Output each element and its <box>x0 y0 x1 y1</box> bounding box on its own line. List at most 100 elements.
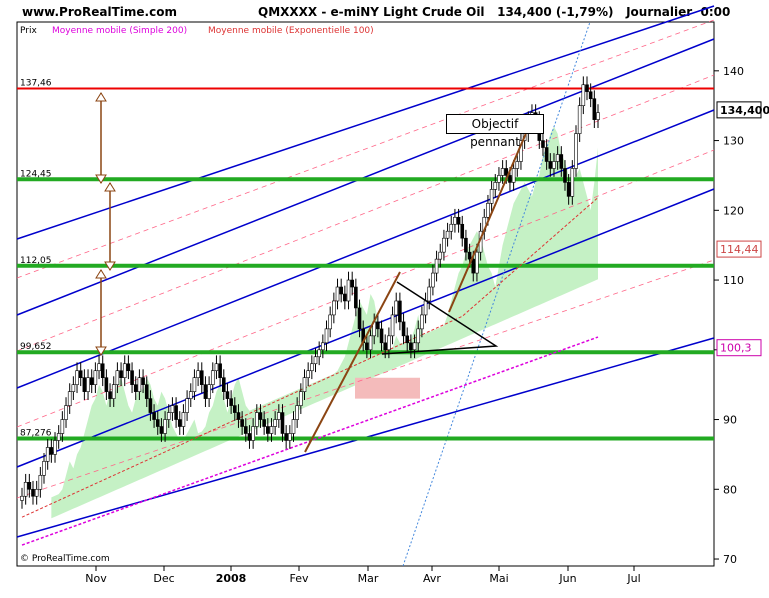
candle-body-4 <box>34 488 39 497</box>
candle-body-41 <box>170 405 175 413</box>
candle-body-12 <box>64 405 68 420</box>
candle-body-92 <box>357 307 362 330</box>
channel-line-2 <box>16 109 715 389</box>
candle-body-14 <box>71 384 76 392</box>
price-badge-label-2: 100,3 <box>720 342 752 355</box>
candle-body-69 <box>273 419 277 427</box>
candle-body-94 <box>365 342 369 351</box>
candle-body-87 <box>339 286 343 295</box>
candle-body-0 <box>20 495 24 501</box>
candle-body-120 <box>460 223 465 239</box>
candle-body-134 <box>511 168 516 183</box>
price-badge-label-1: 114,44 <box>720 243 759 256</box>
instrument-title: QMXXXX - e-miNY Light Crude Oil 134,400 … <box>258 5 730 19</box>
candle-body-127 <box>486 203 490 218</box>
candle-body-40 <box>166 412 171 420</box>
candle-body-156 <box>592 98 597 120</box>
candle-body-119 <box>456 216 461 225</box>
trend-line-0 <box>304 271 401 453</box>
candle-body-66 <box>262 419 266 427</box>
candle-body-44 <box>181 412 186 427</box>
candle-body-62 <box>247 433 252 441</box>
candle-body-116 <box>445 230 450 239</box>
candle-body-43 <box>177 419 182 427</box>
candle-body-136 <box>519 140 523 162</box>
candle-body-58 <box>232 405 237 413</box>
candle-body-72 <box>284 433 288 441</box>
candle-body-71 <box>280 412 285 434</box>
site-title[interactable]: www.ProRealTime.com <box>22 5 177 19</box>
candle-body-103 <box>398 300 402 323</box>
x-tick-label-2: 2008 <box>216 572 247 585</box>
candle-body-114 <box>438 251 443 260</box>
candle-body-5 <box>38 475 43 490</box>
candle-body-124 <box>475 251 479 274</box>
candle-body-32 <box>137 377 142 392</box>
candle-body-85 <box>332 300 336 316</box>
candle-body-80 <box>313 356 318 365</box>
candle-body-74 <box>291 419 296 434</box>
candle-body-37 <box>155 419 160 427</box>
candle-body-49 <box>199 370 204 385</box>
y-tick-label-0: 70 <box>723 553 737 566</box>
candle-body-20 <box>93 370 98 385</box>
candle-body-39 <box>163 419 167 434</box>
candle-body-53 <box>214 363 219 372</box>
watermark-label: © ProRealTime.com <box>20 554 110 564</box>
candle-body-3 <box>31 488 35 497</box>
x-tick-label-0: Nov <box>85 572 107 585</box>
x-tick-label-7: Jun <box>558 572 576 585</box>
candle-body-19 <box>89 377 94 385</box>
candle-body-113 <box>434 258 439 274</box>
price-badge-2 <box>716 339 762 357</box>
candle-body-33 <box>141 377 145 385</box>
ema-100-line <box>21 197 599 518</box>
legend-price: Prix <box>20 26 37 36</box>
symbol-name: QMXXXX - e-miNY Light Crude Oil <box>258 5 485 19</box>
candle-body-30 <box>130 370 134 385</box>
candle-body-142 <box>541 140 545 148</box>
candle-body-22 <box>100 363 105 378</box>
y-tick-label-5: 120 <box>723 204 744 217</box>
channel-line-4 <box>16 5 715 240</box>
candle-body-143 <box>544 147 549 162</box>
candle-body-10 <box>56 433 61 441</box>
price-badge-label-0: 134,400 <box>720 104 769 117</box>
candle-body-31 <box>133 384 138 392</box>
candle-body-54 <box>218 363 222 378</box>
candle-body-38 <box>159 426 164 434</box>
candle-body-52 <box>210 370 215 385</box>
channel-line-1 <box>16 188 715 468</box>
candle-body-76 <box>299 391 303 406</box>
candle-body-70 <box>277 412 281 420</box>
y-tick-label-7: 140 <box>723 65 744 78</box>
y-tick-label-2: 90 <box>723 414 737 427</box>
legend-ema: Moyenne mobile (Exponentielle 100) <box>208 26 374 36</box>
candle-body-68 <box>269 426 274 434</box>
candle-body-47 <box>192 377 197 392</box>
candle-body-144 <box>548 161 553 169</box>
candle-body-128 <box>489 189 494 204</box>
candle-body-135 <box>515 161 520 169</box>
candle-body-55 <box>221 377 226 392</box>
candle-body-51 <box>207 384 211 399</box>
level-label-0: 137,46 <box>20 79 52 89</box>
candle-body-95 <box>368 335 373 351</box>
header-bar: www.ProRealTime.com QMXXXX - e-miNY Ligh… <box>0 0 769 22</box>
pennant-triangle <box>381 281 499 355</box>
y-tick-label-1: 80 <box>723 483 737 496</box>
candle-body-106 <box>409 342 413 351</box>
measure-arrow-head-bottom-0 <box>95 174 107 184</box>
candle-body-18 <box>86 377 90 392</box>
candle-body-81 <box>317 349 321 358</box>
candle-body-77 <box>302 377 307 392</box>
candle-body-45 <box>185 398 189 413</box>
candle-body-145 <box>552 161 556 169</box>
candle-body-109 <box>420 314 424 330</box>
candle-body-104 <box>401 321 406 337</box>
period-label: Journalier 0:00 <box>626 5 731 19</box>
candle-body-25 <box>111 384 116 399</box>
candle-body-150 <box>570 168 575 197</box>
candle-body-1 <box>23 482 28 497</box>
